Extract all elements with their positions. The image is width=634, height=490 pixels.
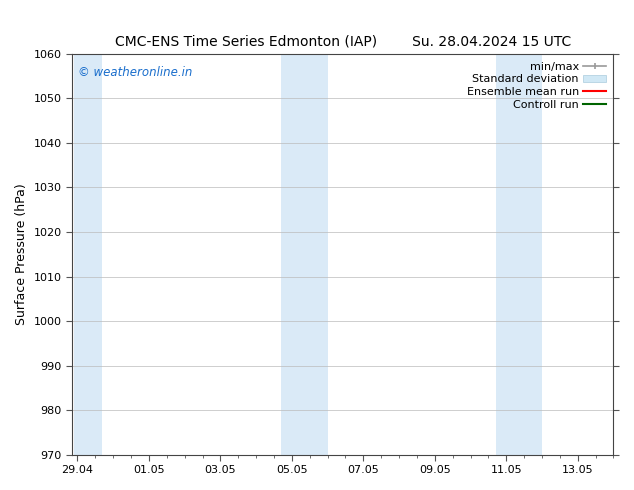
Legend: min/max, Standard deviation, Ensemble mean run, Controll run: min/max, Standard deviation, Ensemble me… [465, 59, 608, 112]
Y-axis label: Surface Pressure (hPa): Surface Pressure (hPa) [15, 183, 28, 325]
Bar [302, 54, 328, 455]
Bar [281, 54, 302, 455]
Bar [74, 54, 103, 455]
Text: © weatheronline.in: © weatheronline.in [77, 66, 192, 79]
Bar [496, 54, 517, 455]
Bar [517, 54, 542, 455]
Title: CMC-ENS Time Series Edmonton (IAP)        Su. 28.04.2024 15 UTC: CMC-ENS Time Series Edmonton (IAP) Su. 2… [115, 35, 571, 49]
